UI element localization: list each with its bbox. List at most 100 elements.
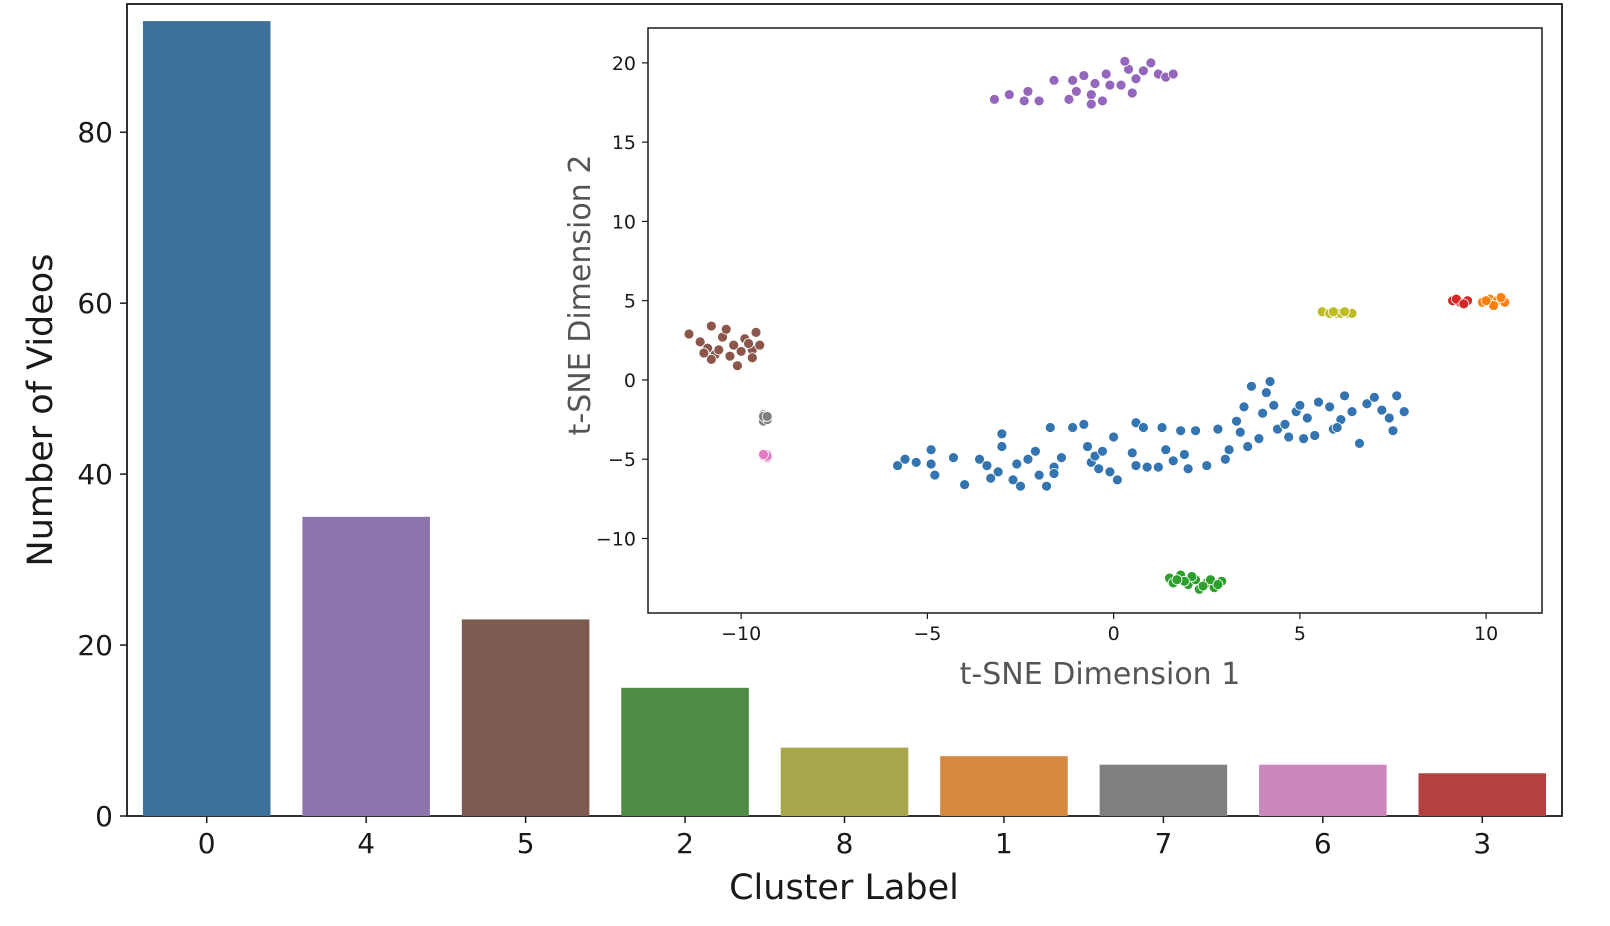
tsne-point-cluster-0 — [1190, 425, 1201, 437]
tsne-point-cluster-4 — [1033, 95, 1045, 107]
tsne-y-tick-label: −10 — [596, 528, 636, 550]
tsne-point-cluster-0 — [892, 460, 903, 471]
tsne-point-cluster-4 — [1085, 98, 1097, 110]
tsne-point-cluster-0 — [1324, 401, 1336, 413]
tsne-point-cluster-0 — [1398, 406, 1410, 418]
tsne-point-cluster-4 — [1119, 55, 1131, 67]
tsne-point-cluster-0 — [1033, 469, 1045, 481]
tsne-point-cluster-0 — [1167, 455, 1179, 467]
bar-cluster-0 — [142, 21, 271, 817]
tsne-y-tick-label: −5 — [608, 449, 636, 471]
tsne-point-cluster-0 — [1152, 461, 1164, 473]
tsne-point-cluster-2 — [1171, 574, 1183, 586]
tsne-point-cluster-5 — [746, 352, 758, 364]
tsne-point-cluster-4 — [1104, 79, 1116, 91]
tsne-point-cluster-4 — [1070, 86, 1082, 97]
tsne-point-cluster-0 — [1354, 437, 1365, 449]
tsne-point-cluster-0 — [1182, 463, 1194, 475]
tsne-point-cluster-4 — [1078, 70, 1090, 81]
tsne-point-cluster-0 — [1156, 422, 1168, 433]
tsne-point-cluster-0 — [1361, 398, 1373, 410]
bar-x-tick-label: 8 — [836, 827, 854, 860]
bar-cluster-1 — [940, 756, 1068, 816]
tsne-point-cluster-0 — [1219, 453, 1231, 465]
tsne-point-cluster-0 — [1246, 380, 1257, 392]
tsne-y-axis: −10 −5 0 5 10 15 20 — [596, 53, 648, 550]
tsne-point-cluster-4 — [1003, 89, 1015, 100]
tsne-point-cluster-5 — [743, 338, 754, 349]
tsne-point-cluster-0 — [1376, 404, 1388, 416]
tsne-point-cluster-0 — [1268, 399, 1280, 411]
bar-x-tick-label: 4 — [357, 827, 375, 860]
tsne-point-cluster-0 — [1078, 418, 1090, 430]
bar-x-tick-label: 0 — [198, 827, 216, 860]
tsne-point-cluster-4 — [1067, 74, 1079, 86]
bar-y-axis-label: Number of Videos — [21, 254, 61, 567]
tsne-point-cluster-0 — [1391, 390, 1403, 402]
tsne-y-tick-label: 20 — [612, 53, 636, 75]
tsne-point-cluster-0 — [1141, 461, 1153, 473]
tsne-point-cluster-0 — [1339, 390, 1350, 402]
tsne-point-cluster-4 — [1115, 79, 1127, 91]
tsne-point-cluster-5 — [720, 323, 732, 335]
bar-cluster-7 — [1099, 764, 1228, 816]
bar-cluster-8 — [780, 747, 909, 816]
tsne-point-cluster-4 — [1126, 87, 1138, 99]
tsne-point-cluster-0 — [1179, 449, 1190, 460]
tsne-point-cluster-4 — [989, 93, 1000, 105]
tsne-point-cluster-0 — [1212, 423, 1224, 435]
tsne-x-axis-label: t-SNE Dimension 1 — [960, 657, 1241, 692]
tsne-point-cluster-0 — [1331, 422, 1343, 433]
tsne-point-cluster-0 — [959, 479, 971, 490]
tsne-point-cluster-0 — [1231, 415, 1242, 427]
bar-x-axis-label: Cluster Label — [729, 868, 959, 908]
tsne-point-cluster-0 — [985, 472, 997, 484]
tsne-point-cluster-0 — [1138, 422, 1149, 433]
tsne-x-axis: −10 −5 0 5 10 — [721, 613, 1498, 645]
bar-chart: 0 20 40 60 80 0 4 5 2 8 1 7 6 3 Cluster Label Number… — [21, 3, 1563, 908]
bar-cluster-6 — [1259, 764, 1387, 816]
tsne-point-cluster-0 — [1253, 433, 1265, 445]
tsne-point-cluster-0 — [1082, 441, 1093, 452]
tsne-point-cluster-5 — [728, 339, 740, 351]
tsne-point-cluster-0 — [1234, 426, 1246, 438]
tsne-point-cluster-0 — [1011, 458, 1023, 470]
tsne-inset-background — [647, 27, 1543, 614]
tsne-point-cluster-5 — [750, 326, 762, 338]
tsne-point-cluster-0 — [899, 453, 911, 465]
tsne-point-cluster-0 — [1022, 453, 1034, 465]
tsne-point-cluster-5 — [705, 320, 717, 332]
tsne-point-cluster-0 — [1175, 425, 1187, 437]
tsne-point-cluster-6 — [758, 449, 769, 460]
tsne-point-cluster-0 — [1283, 431, 1295, 443]
tsne-point-cluster-5 — [694, 336, 706, 348]
bar-marks — [142, 21, 1547, 817]
tsne-inset: −10 −5 0 5 10 15 20 −10 −5 0 5 10 t-SNE Dimension … — [563, 27, 1543, 692]
tsne-point-cluster-4 — [1097, 95, 1108, 107]
tsne-point-cluster-0 — [1368, 391, 1380, 403]
bar-y-tick-label: 60 — [77, 287, 113, 320]
tsne-point-cluster-0 — [1309, 430, 1321, 441]
tsne-point-cluster-0 — [1056, 452, 1067, 464]
tsne-point-cluster-0 — [1383, 412, 1395, 424]
tsne-point-cluster-0 — [1223, 444, 1235, 456]
tsne-x-tick-label: 5 — [1294, 623, 1306, 645]
tsne-point-cluster-0 — [1044, 422, 1056, 433]
tsne-point-cluster-8 — [1328, 306, 1339, 318]
bar-cluster-2 — [621, 687, 749, 816]
tsne-point-cluster-2 — [1197, 580, 1209, 592]
tsne-y-tick-label: 10 — [612, 211, 636, 233]
tsne-point-cluster-5 — [724, 350, 736, 362]
tsne-x-tick-label: 10 — [1474, 623, 1498, 645]
tsne-point-cluster-0 — [1294, 399, 1306, 411]
tsne-point-cluster-0 — [1067, 422, 1079, 433]
tsne-point-cluster-0 — [1030, 445, 1041, 457]
tsne-point-cluster-0 — [981, 460, 993, 471]
tsne-point-cluster-0 — [996, 428, 1008, 440]
bar-y-tick-label: 20 — [77, 629, 113, 662]
tsne-point-cluster-0 — [992, 466, 1004, 478]
tsne-x-tick-label: −5 — [913, 623, 941, 645]
tsne-point-cluster-5 — [705, 353, 717, 365]
tsne-point-cluster-0 — [1279, 418, 1291, 430]
tsne-point-cluster-4 — [1063, 93, 1075, 105]
